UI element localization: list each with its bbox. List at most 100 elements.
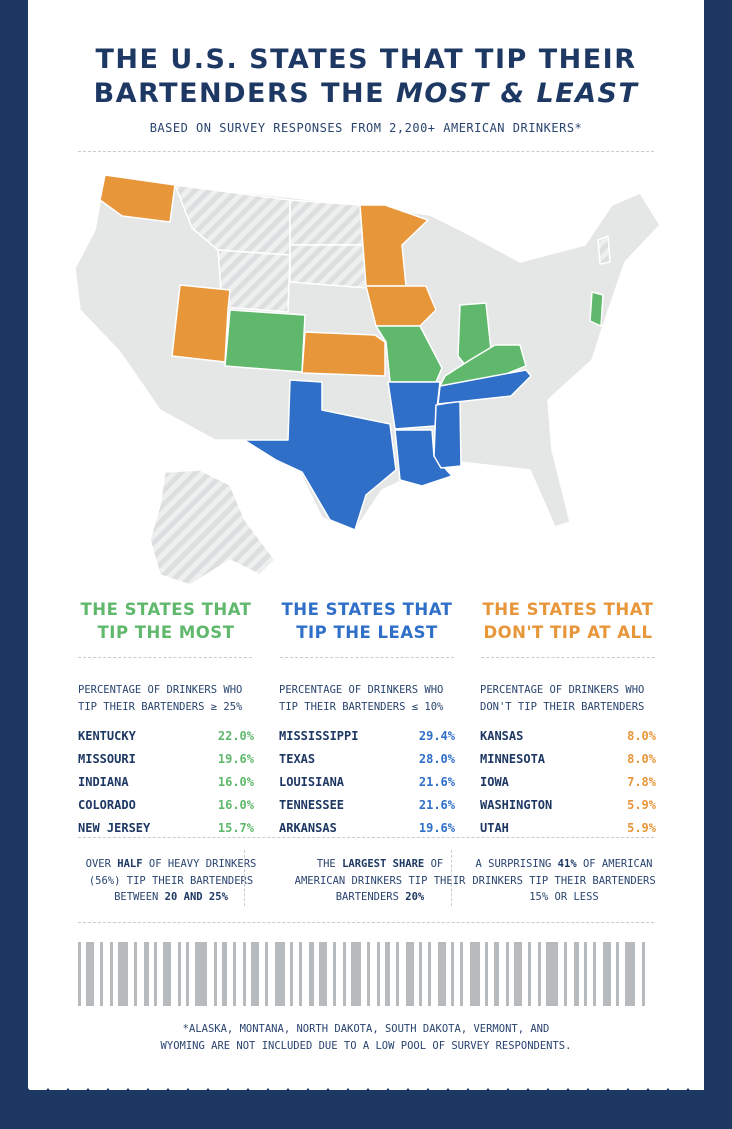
barcode-bar: [367, 942, 370, 1006]
barcode-bar: [451, 942, 454, 1006]
table-row: COLORADO 16.0%: [78, 794, 254, 817]
heading-line: TIP THE MOST: [97, 623, 235, 642]
barcode-bar: [574, 942, 579, 1006]
barcode-bar: [603, 942, 611, 1006]
state-mississippi: [433, 400, 462, 469]
column-tip-most: THE STATES THAT TIP THE MOST PERCENTAGE O…: [78, 598, 254, 840]
barcode-bar: [86, 942, 94, 1006]
state-value: 5.9%: [627, 798, 656, 812]
state-name: COLORADO: [78, 798, 136, 812]
barcode-bar: [514, 942, 522, 1006]
column-description: PERCENTAGE OF DRINKERS WHO TIP THEIR BART…: [78, 682, 254, 716]
column-heading: THE STATES THAT TIP THE LEAST: [279, 598, 455, 644]
state-alaska: [149, 469, 276, 586]
state-value: 21.6%: [418, 798, 455, 812]
column-description: PERCENTAGE OF DRINKERS WHO TIP THEIR BART…: [279, 682, 455, 716]
barcode-bar: [251, 942, 259, 1006]
state-kansas: [301, 331, 386, 377]
state-name: UTAH: [480, 821, 509, 835]
barcode: [78, 942, 645, 1006]
heading-line: DON'T TIP AT ALL: [483, 623, 653, 642]
barcode-bar: [616, 942, 619, 1006]
table-row: UTAH 5.9%: [480, 817, 656, 840]
barcode-bar: [299, 942, 302, 1006]
heading-line: THE STATES THAT: [281, 600, 453, 619]
state-name: INDIANA: [78, 775, 129, 789]
divider: [78, 657, 252, 658]
state-name: MISSISSIPPI: [279, 729, 359, 743]
divider: [78, 922, 654, 923]
barcode-bar: [118, 942, 128, 1006]
barcode-bar: [333, 942, 336, 1006]
barcode-bar: [214, 942, 217, 1006]
table-row: LOUISIANA 21.6%: [279, 771, 455, 794]
state-name: TEXAS: [279, 752, 316, 766]
barcode-bar: [343, 942, 346, 1006]
table-row: INDIANA 16.0%: [78, 771, 254, 794]
divider: [78, 151, 654, 152]
table-row: ARKANSAS 19.6%: [279, 817, 455, 840]
state-washington: [99, 174, 176, 223]
table-row: TEXAS 28.0%: [279, 748, 455, 771]
barcode-bar: [528, 942, 531, 1006]
state-value: 21.6%: [418, 775, 455, 789]
state-name: IOWA: [480, 775, 509, 789]
state-value: 16.0%: [217, 798, 254, 812]
table-row: WASHINGTON 5.9%: [480, 794, 656, 817]
barcode-bar: [110, 942, 113, 1006]
divider: [481, 657, 655, 658]
state-value: 8.0%: [627, 752, 656, 766]
barcode-bar: [319, 942, 327, 1006]
desc-line: DON'T TIP THEIR BARTENDERS: [480, 701, 645, 713]
barcode-bar: [494, 942, 499, 1006]
heading-line: TIP THE LEAST: [296, 623, 438, 642]
column-heading: THE STATES THAT TIP THE MOST: [78, 598, 254, 644]
state-louisiana: [394, 429, 453, 487]
table-row: IOWA 7.8%: [480, 771, 656, 794]
barcode-bar: [625, 942, 635, 1006]
column-description: PERCENTAGE OF DRINKERS WHO DON'T TIP THEI…: [480, 682, 656, 716]
state-name: KANSAS: [480, 729, 524, 743]
fact-largest-share: THE LARGEST SHARE OF AMERICAN DRINKERS T…: [294, 858, 466, 903]
state-north-dakota: [289, 199, 366, 246]
barcode-bar: [546, 942, 558, 1006]
divider: [78, 837, 654, 838]
barcode-bar: [100, 942, 103, 1006]
barcode-bar: [642, 942, 645, 1006]
barcode-bar: [163, 942, 171, 1006]
barcode-bar: [438, 942, 446, 1006]
state-colorado: [224, 309, 306, 373]
divider: [244, 850, 245, 906]
title-line-1: THE U.S. STATES THAT TIP THEIR: [95, 44, 637, 75]
fact-41-percent: A SURPRISING 41% OF AMERICAN DRINKERS TI…: [472, 858, 656, 903]
state-value: 19.6%: [418, 821, 455, 835]
state-value: 28.0%: [418, 752, 455, 766]
us-map: [74, 174, 661, 586]
zigzag-edge: [28, 1088, 704, 1104]
barcode-bar: [377, 942, 380, 1006]
barcode-bar: [222, 942, 227, 1006]
table-row: MINNESOTA 8.0%: [480, 748, 656, 771]
barcode-bar: [351, 942, 361, 1006]
footnote-line: *ALASKA, MONTANA, NORTH DAKOTA, SOUTH DA…: [182, 1023, 550, 1035]
barcode-bar: [78, 942, 81, 1006]
barcode-bar: [460, 942, 463, 1006]
state-south-dakota: [289, 244, 369, 289]
footnote: *ALASKA, MONTANA, NORTH DAKOTA, SOUTH DA…: [0, 1021, 732, 1054]
state-value: 8.0%: [627, 729, 656, 743]
barcode-bar: [309, 942, 314, 1006]
state-value: 5.9%: [627, 821, 656, 835]
state-tennessee: [437, 369, 532, 405]
barcode-bar: [470, 942, 480, 1006]
state-value: 22.0%: [217, 729, 254, 743]
state-vermont: [597, 235, 611, 265]
state-value: 15.7%: [217, 821, 254, 835]
state-iowa: [365, 285, 437, 327]
state-name: MISSOURI: [78, 752, 136, 766]
barcode-bar: [243, 942, 246, 1006]
title-prefix: BARTENDERS THE: [93, 78, 396, 109]
barcode-bar: [538, 942, 541, 1006]
desc-line: PERCENTAGE OF DRINKERS WHO: [480, 684, 645, 696]
desc-line: PERCENTAGE OF DRINKERS WHO: [78, 684, 243, 696]
state-arkansas: [387, 381, 441, 430]
